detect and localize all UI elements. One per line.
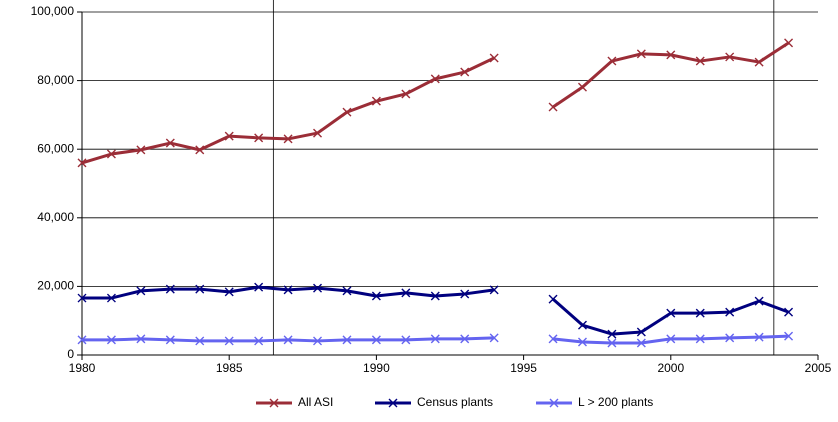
- point-marker: [313, 336, 323, 346]
- point-marker: [725, 52, 735, 62]
- point-marker: [754, 332, 764, 342]
- point-marker: [607, 56, 617, 66]
- point-marker: [430, 74, 440, 84]
- point-marker: [224, 287, 234, 297]
- point-marker: [77, 158, 87, 168]
- point-marker: [342, 107, 352, 117]
- y-tick-label: 20,000: [37, 279, 74, 293]
- point-marker: [607, 329, 617, 339]
- legend-marker: [269, 398, 279, 408]
- series-line: [82, 285, 790, 336]
- legend-label: Census plants: [417, 395, 493, 409]
- point-marker: [666, 334, 676, 344]
- point-marker: [577, 337, 587, 347]
- point-marker: [371, 96, 381, 106]
- point-marker: [636, 327, 646, 337]
- point-marker: [195, 145, 205, 155]
- point-marker: [165, 284, 175, 294]
- y-tick-label: 80,000: [37, 73, 74, 87]
- point-marker: [254, 282, 264, 292]
- point-marker: [577, 320, 587, 330]
- point-marker: [342, 335, 352, 345]
- point-marker: [636, 338, 646, 348]
- point-marker: [489, 285, 499, 295]
- y-tick-label: 0: [67, 347, 74, 361]
- point-marker: [254, 336, 264, 346]
- point-marker: [254, 133, 264, 143]
- legend-marker: [549, 398, 559, 408]
- point-marker: [784, 331, 794, 341]
- point-marker: [725, 307, 735, 317]
- x-tick-label: 1990: [363, 361, 390, 375]
- x-tick-label: 1980: [69, 361, 96, 375]
- y-tick-label: 40,000: [37, 210, 74, 224]
- point-marker: [342, 286, 352, 296]
- point-marker: [754, 57, 764, 67]
- point-marker: [283, 335, 293, 345]
- point-marker: [548, 294, 558, 304]
- point-marker: [371, 291, 381, 301]
- point-marker: [754, 296, 764, 306]
- point-marker: [489, 53, 499, 63]
- point-marker: [313, 283, 323, 293]
- point-marker: [371, 335, 381, 345]
- x-tick-label: 2000: [657, 361, 684, 375]
- point-marker: [725, 333, 735, 343]
- point-marker: [195, 336, 205, 346]
- point-marker: [695, 56, 705, 66]
- point-marker: [401, 335, 411, 345]
- point-marker: [136, 286, 146, 296]
- series-line: [81, 41, 790, 165]
- point-marker: [136, 334, 146, 344]
- point-marker: [401, 288, 411, 298]
- point-marker: [784, 38, 794, 48]
- point-marker: [77, 293, 87, 303]
- point-marker: [784, 307, 794, 317]
- point-marker: [136, 145, 146, 155]
- point-marker: [224, 336, 234, 346]
- point-marker: [106, 149, 116, 159]
- point-marker: [548, 102, 558, 112]
- point-marker: [224, 131, 234, 141]
- point-marker: [401, 89, 411, 99]
- point-marker: [636, 49, 646, 59]
- point-marker: [165, 335, 175, 345]
- point-marker: [283, 285, 293, 295]
- point-marker: [666, 50, 676, 60]
- point-marker: [607, 338, 617, 348]
- y-tick-label: 60,000: [37, 141, 74, 155]
- point-marker: [460, 334, 470, 344]
- point-marker: [106, 293, 116, 303]
- x-tick-label: 1985: [216, 361, 243, 375]
- y-tick-label: 100,000: [31, 4, 75, 18]
- point-marker: [195, 284, 205, 294]
- legend-marker: [388, 398, 398, 408]
- point-marker: [430, 291, 440, 301]
- x-tick-label: 2005: [805, 361, 832, 375]
- point-marker: [666, 308, 676, 318]
- x-tick-label: 1995: [510, 361, 537, 375]
- point-marker: [106, 335, 116, 345]
- point-marker: [460, 289, 470, 299]
- point-marker: [695, 308, 705, 318]
- point-marker: [283, 134, 293, 144]
- point-marker: [460, 67, 470, 77]
- point-marker: [489, 333, 499, 343]
- point-marker: [548, 334, 558, 344]
- point-marker: [165, 138, 175, 148]
- point-marker: [313, 128, 323, 138]
- legend-label: All ASI: [298, 395, 333, 409]
- point-marker: [577, 82, 587, 92]
- point-marker: [695, 334, 705, 344]
- legend-label: L > 200 plants: [578, 395, 653, 409]
- point-marker: [77, 335, 87, 345]
- point-marker: [430, 334, 440, 344]
